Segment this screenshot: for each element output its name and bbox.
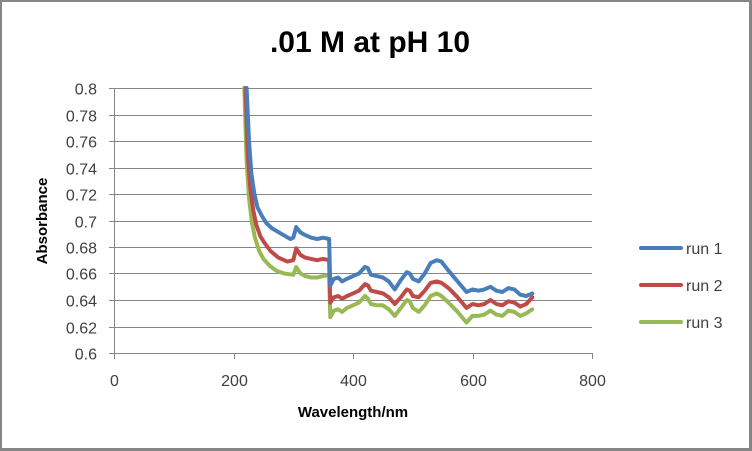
series-line-run-1 <box>244 86 535 298</box>
x-tick-label: 600 <box>460 373 487 390</box>
legend-label: run 2 <box>686 278 723 295</box>
y-tick-label: 0.7 <box>75 215 97 232</box>
legend-item: run 1 <box>639 241 723 258</box>
legend: run 1 run 2 run 3 <box>639 241 723 332</box>
x-tick-label: 0 <box>110 373 119 390</box>
x-axis-label: Wavelength/nm <box>298 404 408 421</box>
legend-item: run 2 <box>639 278 723 295</box>
y-tick-label: 0.78 <box>66 109 97 126</box>
x-tick-label: 400 <box>340 373 367 390</box>
legend-label: run 1 <box>686 241 723 258</box>
x-tick-label: 200 <box>221 373 248 390</box>
series-line-run-2 <box>243 86 535 310</box>
series-lines <box>242 86 535 325</box>
y-tick-labels: 0.6 0.62 0.64 0.66 0.68 0.7 0.72 0.74 0.76 0.78 0.… <box>66 82 97 364</box>
legend-item: run 3 <box>639 315 723 332</box>
legend-label: run 3 <box>686 315 723 332</box>
y-tick-label: 0.64 <box>66 294 97 311</box>
y-tick-label: 0.76 <box>66 135 97 152</box>
series-line-run-3 <box>242 86 535 325</box>
x-tick-label: 800 <box>579 373 606 390</box>
x-tick-labels: 0 200 400 600 800 <box>110 373 606 390</box>
y-tick-label: 0.68 <box>66 241 97 258</box>
axes <box>109 88 593 359</box>
chart-title: .01 M at pH 10 <box>270 26 470 59</box>
y-axis-label: Absorbance <box>34 178 51 265</box>
y-tick-label: 0.62 <box>66 321 97 338</box>
y-tick-label: 0.72 <box>66 188 97 205</box>
y-tick-label: 0.8 <box>75 82 97 99</box>
gridlines <box>114 88 592 328</box>
y-tick-label: 0.74 <box>66 162 97 179</box>
y-tick-label: 0.66 <box>66 267 97 284</box>
y-tick-label: 0.6 <box>75 347 97 364</box>
